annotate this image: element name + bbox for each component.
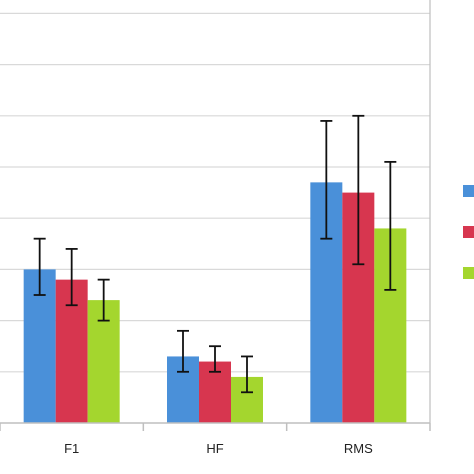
x-tick-label-f1: F1 — [64, 441, 79, 456]
error-bars — [33, 114, 397, 394]
legend-swatch-series-2 — [463, 226, 474, 238]
legend-swatch-series-3 — [463, 267, 474, 279]
legend-swatch-series-1 — [463, 185, 474, 197]
legend — [463, 185, 474, 279]
x-tick-label-rms: RMS — [344, 441, 373, 456]
x-tick-labels: F1 HF RMS — [64, 441, 373, 456]
x-axis — [0, 0, 431, 431]
x-tick-label-hf: HF — [206, 441, 223, 456]
